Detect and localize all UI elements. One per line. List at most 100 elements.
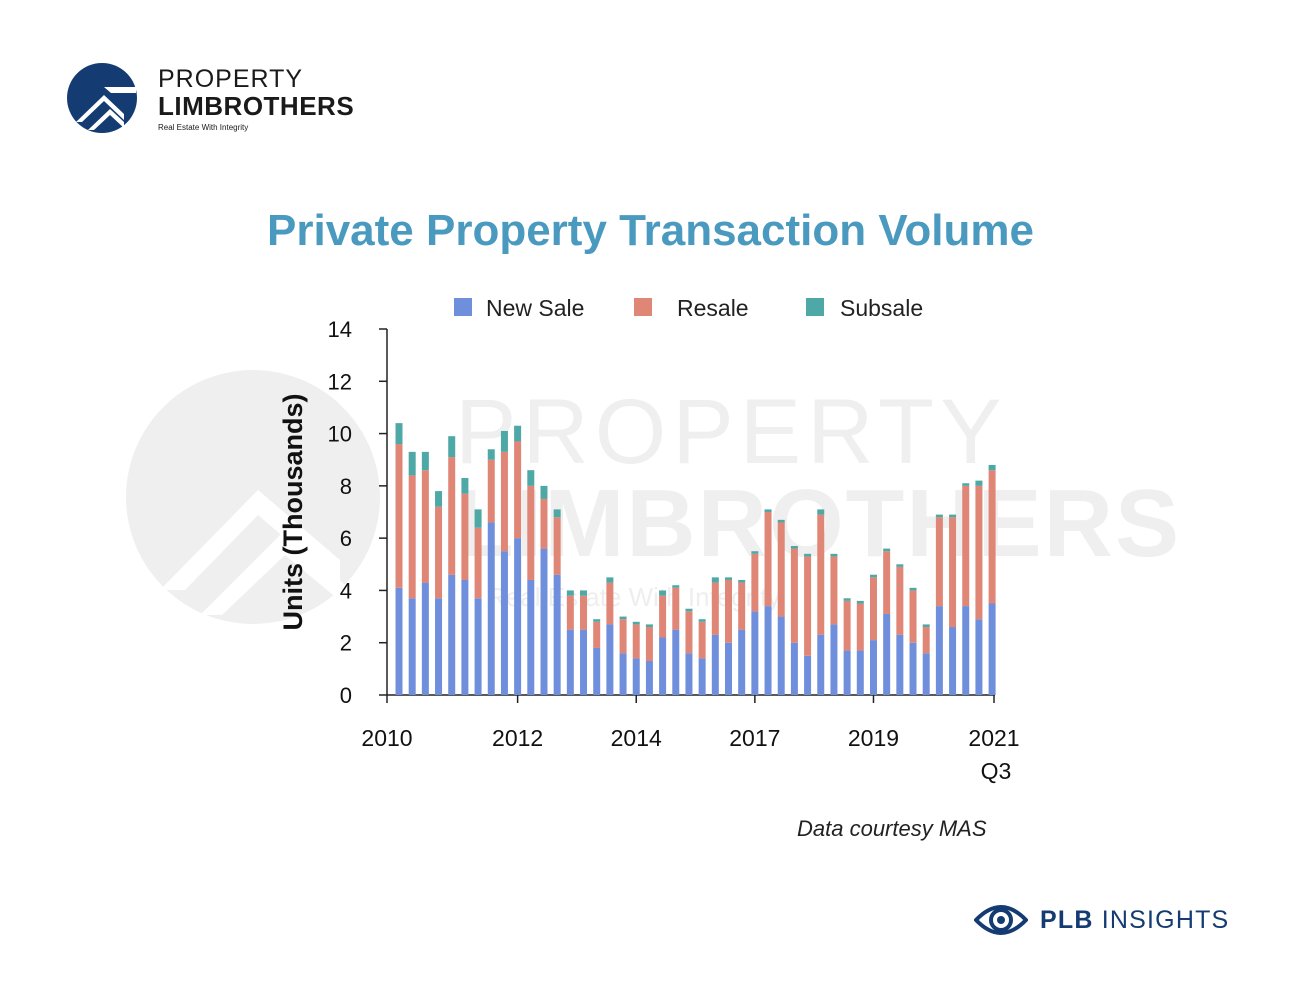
bar-resale <box>896 566 904 635</box>
bar-new-sale <box>527 579 535 695</box>
bar-subsale <box>659 590 667 596</box>
bar-new-sale <box>817 634 825 695</box>
bar-resale <box>487 459 495 523</box>
bar-new-sale <box>830 624 838 695</box>
bar-resale <box>698 621 706 659</box>
bar-resale <box>975 485 983 620</box>
bar-subsale <box>527 470 535 486</box>
bar-subsale <box>711 577 719 583</box>
bar-resale <box>725 579 732 643</box>
bar-new-sale <box>487 522 495 695</box>
legend-swatch-new-sale <box>454 298 472 316</box>
bar-resale <box>514 441 522 539</box>
x-tick-label: 2019 <box>848 725 899 751</box>
bar-resale <box>461 493 469 580</box>
bar-resale <box>988 470 996 604</box>
bar-new-sale <box>606 624 614 695</box>
bar-subsale <box>672 585 680 588</box>
legend-label-subsale: Subsale <box>840 295 923 321</box>
bar-subsale <box>500 430 508 452</box>
bar-new-sale <box>553 574 561 695</box>
chart-title: Private Property Transaction Volume <box>267 206 1034 255</box>
bar-subsale <box>606 577 614 583</box>
logo-mark-icon <box>67 63 137 133</box>
bar-subsale <box>580 590 588 596</box>
y-tick-label: 6 <box>340 526 352 551</box>
bar-new-sale <box>751 611 759 695</box>
bar-subsale <box>448 436 456 458</box>
y-axis-ticks: 0 2 4 6 8 10 12 14 <box>328 317 387 708</box>
bar-subsale <box>830 553 838 557</box>
legend: New Sale Resale Subsale <box>454 295 923 321</box>
bar-resale <box>922 627 930 654</box>
y-tick-label: 10 <box>328 422 352 447</box>
legend-label-new-sale: New Sale <box>486 295 584 321</box>
legend-swatch-subsale <box>806 298 824 316</box>
bar-subsale <box>461 478 469 494</box>
watermark-line2: LIMBROTHERS <box>455 470 1181 577</box>
bar-subsale <box>777 519 785 523</box>
bar-subsale <box>540 485 548 499</box>
legend-swatch-resale <box>634 298 652 316</box>
bar-new-sale <box>461 579 469 695</box>
footer-brand-rest: INSIGHTS <box>1101 906 1230 934</box>
y-tick-label: 2 <box>340 631 352 656</box>
x-tick-label: 2010 <box>361 725 412 751</box>
bar-resale <box>804 556 812 656</box>
bar-resale <box>777 522 785 617</box>
bar-subsale <box>962 483 970 486</box>
bar-resale <box>500 451 508 552</box>
bar-new-sale <box>764 606 772 695</box>
y-axis-label: Units (Thousands) <box>278 394 308 631</box>
bar-resale <box>751 553 759 612</box>
bar-resale <box>830 556 838 625</box>
bar-resale <box>685 611 693 654</box>
bar-resale <box>645 627 653 662</box>
bar-resale <box>790 548 798 643</box>
bar-new-sale <box>804 655 812 695</box>
x-tick-label: 2017 <box>729 725 780 751</box>
bar-subsale <box>883 548 891 552</box>
bars <box>395 423 996 695</box>
bar-resale <box>843 600 851 651</box>
bar-subsale <box>487 449 495 460</box>
bar-resale <box>883 551 891 614</box>
bar-new-sale <box>514 538 522 695</box>
bar-new-sale <box>659 637 667 695</box>
bar-subsale <box>935 514 943 518</box>
bar-new-sale <box>922 653 930 695</box>
bar-new-sale <box>711 634 719 695</box>
bar-resale <box>448 457 456 575</box>
bar-resale <box>580 595 588 630</box>
bar-new-sale <box>566 629 574 695</box>
bar-new-sale <box>856 650 864 695</box>
bar-subsale <box>619 616 627 620</box>
bar-subsale <box>435 491 443 507</box>
watermark-line1: PROPERTY <box>455 381 1007 483</box>
y-tick-label: 14 <box>328 317 352 342</box>
bar-new-sale <box>777 616 785 695</box>
x-tick-label: 2012 <box>492 725 543 751</box>
bar-new-sale <box>790 642 798 695</box>
bar-resale <box>856 603 864 651</box>
bar-new-sale <box>738 629 746 695</box>
bar-resale <box>909 590 917 643</box>
bar-resale <box>659 595 667 638</box>
y-tick-label: 0 <box>340 683 352 708</box>
bar-resale <box>817 514 825 635</box>
bar-new-sale <box>843 650 851 695</box>
bar-new-sale <box>869 640 877 695</box>
bar-resale <box>869 577 877 641</box>
logo-word-limbrothers: LIMBROTHERS <box>158 91 355 121</box>
bar-subsale <box>632 621 640 625</box>
bar-resale <box>553 517 561 575</box>
bar-resale <box>738 582 746 630</box>
bar-resale <box>593 621 601 648</box>
bar-subsale <box>645 624 653 628</box>
bar-subsale <box>395 423 403 445</box>
bar-subsale <box>738 579 746 583</box>
watermark-logo-chevron-2 <box>200 530 345 615</box>
bar-resale <box>474 527 482 599</box>
bar-new-sale <box>408 598 416 695</box>
bar-subsale <box>975 480 983 486</box>
